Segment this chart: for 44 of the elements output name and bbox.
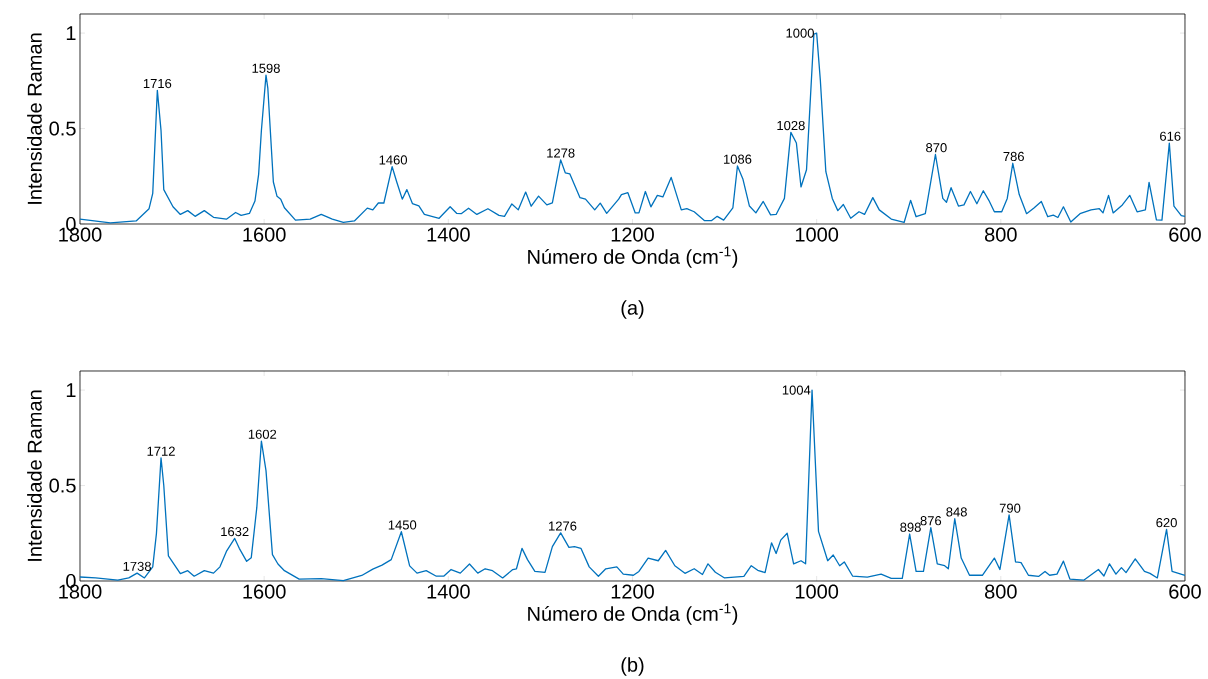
x-axis-title: Número de Onda (cm$^{-1}$) <box>528 603 738 625</box>
x-tick-label: 1600 <box>243 227 286 242</box>
x-tick-label: 1400 <box>427 227 470 242</box>
annotation: 1000 <box>786 28 814 38</box>
x-tick-label: 1000 <box>795 584 839 599</box>
annotation: 1278 <box>547 148 575 158</box>
x-tick-label: 800 <box>984 584 1017 599</box>
annotation: 1738 <box>123 561 151 571</box>
text: (b) <box>621 657 644 676</box>
x-tick-label: 1200 <box>611 227 654 242</box>
annotation: 848 <box>946 507 967 517</box>
annotation: 1086 <box>723 154 752 164</box>
annotation: 1276 <box>549 521 577 531</box>
x-tick-label: 1600 <box>243 584 286 599</box>
x-tick-label: 1400 <box>427 584 470 599</box>
annotation: 1004 <box>782 385 811 395</box>
annotation: 1598 <box>252 63 280 73</box>
text: (a) <box>621 300 644 319</box>
x-tick-label: 600 <box>1169 227 1201 242</box>
x-tick-label: 600 <box>1169 584 1201 599</box>
annotation: 898 <box>900 522 921 532</box>
annotation: 1460 <box>379 155 408 165</box>
annotation: 876 <box>920 516 942 526</box>
annotation: 1602 <box>248 429 277 439</box>
y-axis-title: Intensidade Raman <box>27 33 42 204</box>
y-axis-title: Intensidade Raman <box>27 390 42 561</box>
annotation: 790 <box>999 503 1021 513</box>
annotation: 616 <box>1160 131 1181 141</box>
annotation: 1450 <box>388 520 417 530</box>
y-tick-label: 1 <box>66 383 76 397</box>
annotation: 1716 <box>143 78 172 89</box>
y-tick-label: 0.5 <box>49 478 76 493</box>
y-tick-label: 1 <box>66 26 76 40</box>
annotation: 620 <box>1156 518 1177 528</box>
annotation: 1632 <box>221 527 249 537</box>
y-tick-label: 0.5 <box>49 121 76 136</box>
annotation: 1712 <box>147 446 175 456</box>
annotation: 1028 <box>777 120 805 131</box>
x-tick-label: 1200 <box>611 584 654 599</box>
annotation: 870 <box>926 143 947 153</box>
x-tick-label: 800 <box>984 227 1017 242</box>
annotation: 786 <box>1003 151 1024 162</box>
x-axis-title: Número de Onda (cm$^{-1}$) <box>528 246 738 268</box>
x-tick-label: 1000 <box>795 227 839 242</box>
